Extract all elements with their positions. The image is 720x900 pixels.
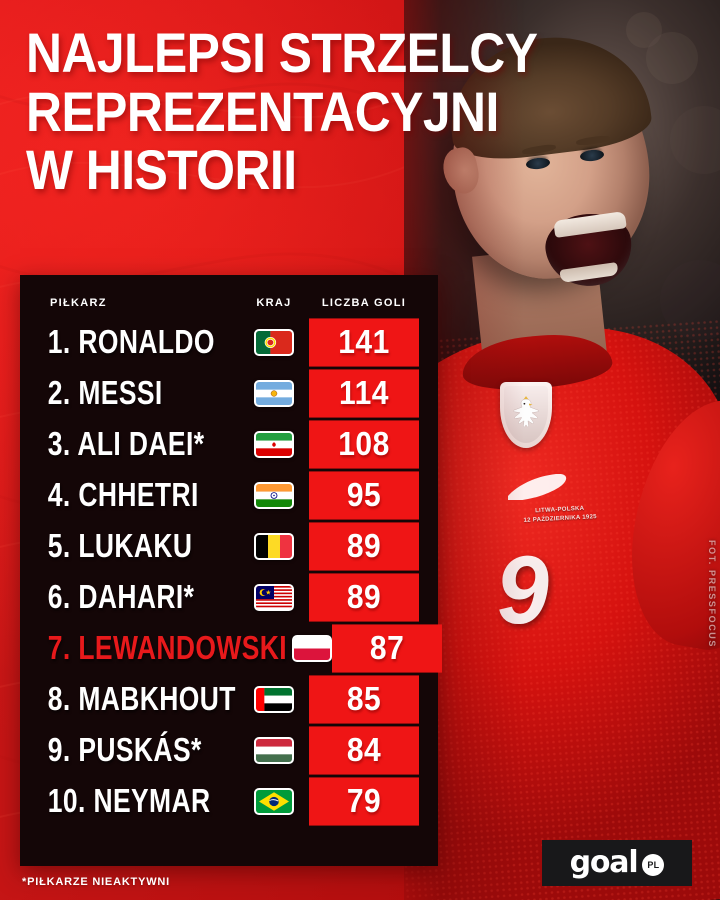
player-name: 3. ALI DAEI* <box>47 425 205 463</box>
player-name: 8. MABKHOUT <box>47 680 236 718</box>
column-header-goals: LICZBA GOLI <box>321 297 407 309</box>
table-row: 8. MABKHOUT 85 <box>36 674 422 725</box>
table-body: 1. RONALDO 141 2. MESSI 114 3. ALI DAEI* 108 4… <box>36 317 443 827</box>
goals-badge: 87 <box>332 624 443 673</box>
player-name: 9. PUSKÁS* <box>47 731 202 769</box>
flag-my-icon <box>254 584 294 611</box>
column-header-country: KRAJ <box>256 297 292 309</box>
flag-pt-icon <box>254 329 294 356</box>
country-cell <box>242 686 306 713</box>
flag-be-icon <box>254 533 294 560</box>
goal-logo[interactable]: goal PL <box>542 840 692 886</box>
title-line-2: REPREZENTACYJNI <box>26 79 499 143</box>
goals-badge: 79 <box>309 777 419 826</box>
table-row: 10. NEYMAR 79 <box>36 776 422 827</box>
table-row: 6. DAHARI* 89 <box>36 572 422 623</box>
goals-badge: 84 <box>309 726 419 775</box>
goals-cell: 141 <box>306 318 422 367</box>
player-name: 6. DAHARI* <box>47 578 195 616</box>
player-name: 4. CHHETRI <box>47 476 199 514</box>
player-name: 1. RONALDO <box>47 323 215 361</box>
player-name: 10. NEYMAR <box>47 782 211 820</box>
table-row: 4. CHHETRI 95 <box>36 470 422 521</box>
table-row: 9. PUSKÁS* 84 <box>36 725 422 776</box>
photo-edge-blend <box>404 0 720 900</box>
table-row: 3. ALI DAEI* 108 <box>36 419 422 470</box>
country-cell <box>242 482 306 509</box>
goals-cell: 84 <box>306 726 422 775</box>
page-title: NAJLEPSI STRZELCY REPREZENTACYJNI W HIST… <box>26 25 538 206</box>
goals-badge: 89 <box>309 522 419 571</box>
country-cell <box>242 584 306 611</box>
goals-badge: 114 <box>309 369 419 418</box>
country-cell <box>242 329 306 356</box>
footnote: *PIŁKARZE NIEAKTYWNI <box>22 876 170 888</box>
logo-country-badge: PL <box>642 854 665 876</box>
goals-cell: 114 <box>306 369 422 418</box>
country-cell <box>242 431 306 458</box>
flag-ir-icon <box>254 431 294 458</box>
goals-cell: 89 <box>306 573 422 622</box>
goals-cell: 95 <box>306 471 422 520</box>
player-photo: LITWA-POLSKA 12 PAŹDZIERNIKA 1925 9 FOT.… <box>404 0 720 900</box>
table-row: 5. LUKAKU 89 <box>36 521 422 572</box>
goals-cell: 79 <box>306 777 422 826</box>
goals-cell: 108 <box>306 420 422 469</box>
goals-cell: 89 <box>306 522 422 571</box>
flag-in-icon <box>254 482 294 509</box>
goals-badge: 141 <box>309 318 419 367</box>
country-cell <box>292 635 333 662</box>
country-cell <box>242 380 306 407</box>
scorers-table-panel: PIŁKARZ KRAJ LICZBA GOLI 1. RONALDO 141 2.… <box>20 275 443 866</box>
player-name: 5. LUKAKU <box>47 527 193 565</box>
country-cell <box>242 737 306 764</box>
country-cell <box>242 533 306 560</box>
flag-br-icon <box>254 788 294 815</box>
goals-cell: 85 <box>306 675 422 724</box>
column-header-player: PIŁKARZ <box>50 297 107 309</box>
goals-cell: 87 <box>332 624 443 673</box>
flag-ae-icon <box>254 686 294 713</box>
goals-badge: 89 <box>309 573 419 622</box>
title-line-1: NAJLEPSI STRZELCY <box>26 21 538 84</box>
title-line-3: W HISTORII <box>26 138 297 201</box>
goals-badge: 85 <box>309 675 419 724</box>
photo-credit: FOT. PRESSFOCUS <box>707 540 717 649</box>
flag-pl-icon <box>292 635 333 662</box>
table-row: 2. MESSI 114 <box>36 368 422 419</box>
table-row: 1. RONALDO 141 <box>36 317 422 368</box>
flag-hu-icon <box>254 737 294 764</box>
flag-ar-icon <box>254 380 294 407</box>
table-header-row: PIŁKARZ KRAJ LICZBA GOLI <box>36 293 422 313</box>
goals-badge: 95 <box>309 471 419 520</box>
goals-badge: 108 <box>309 420 419 469</box>
player-name: 7. LEWANDOWSKI <box>47 629 287 667</box>
player-name: 2. MESSI <box>47 374 163 412</box>
logo-wordmark: goal <box>569 845 639 880</box>
country-cell <box>242 788 306 815</box>
table-row: 7. LEWANDOWSKI 87 <box>36 623 443 674</box>
